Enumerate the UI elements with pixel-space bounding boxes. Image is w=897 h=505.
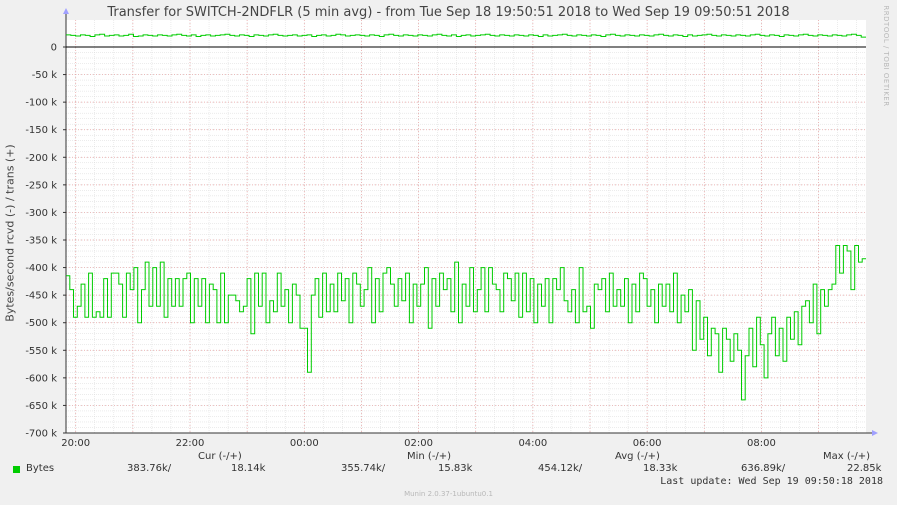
- x-tick-label: 00:00: [290, 438, 319, 449]
- x-tick-label: 04:00: [518, 438, 547, 449]
- y-tick-label: -100 k: [25, 98, 57, 109]
- x-tick-label: 22:00: [176, 438, 205, 449]
- plot-background: [66, 20, 866, 433]
- legend-min-trans: 15.83k: [438, 463, 473, 474]
- legend-min-rcvd: 355.74k/: [341, 463, 386, 474]
- legend-header-avg: Avg (-/+): [615, 451, 660, 462]
- legend-row-bytes: Bytes 383.76k/ 18.14k 355.74k/ 15.83k 45…: [0, 463, 897, 477]
- x-tick-label: 06:00: [633, 438, 662, 449]
- y-tick-label: -200 k: [25, 153, 57, 164]
- y-tick-label: 0: [51, 43, 57, 54]
- legend-max-rcvd: 636.89k/: [741, 463, 786, 474]
- series-line-rcvd: [66, 245, 866, 401]
- legend-avg-trans: 18.33k: [643, 463, 678, 474]
- legend-swatch-bytes: [13, 466, 20, 473]
- y-tick-label: -450 k: [25, 291, 57, 302]
- x-axis-arrow: [872, 430, 878, 436]
- legend-avg-rcvd: 454.12k/: [538, 463, 583, 474]
- x-tick-label: 20:00: [61, 438, 90, 449]
- y-tick-label: -550 k: [25, 346, 57, 357]
- axes: [63, 8, 878, 436]
- legend-header-min: Min (-/+): [407, 451, 452, 462]
- legend-cur-trans: 18.14k: [231, 463, 266, 474]
- legend-cur-rcvd: 383.76k/: [127, 463, 172, 474]
- y-tick-label: -300 k: [25, 208, 57, 219]
- y-tick-label: -600 k: [25, 373, 57, 384]
- legend-max-trans: 22.85k: [847, 463, 882, 474]
- x-tick-label: 02:00: [404, 438, 433, 449]
- y-tick-label: -500 k: [25, 318, 57, 329]
- x-tick-label: 08:00: [747, 438, 776, 449]
- legend-header-max: Max (-/+): [823, 451, 871, 462]
- grid: [66, 20, 866, 434]
- legend-series-name: Bytes: [26, 463, 55, 474]
- y-tick-label: -150 k: [25, 125, 57, 136]
- last-update: Last update: Wed Sep 19 09:50:18 2018: [660, 476, 883, 487]
- y-tick-label: -700 k: [25, 429, 57, 440]
- y-tick-label: -350 k: [25, 236, 57, 247]
- series-line-trans: [66, 33, 866, 38]
- series: [66, 33, 866, 401]
- y-axis-arrow: [63, 8, 69, 14]
- chart-title: Transfer for SWITCH-2NDFLR (5 min avg) -…: [107, 5, 790, 20]
- y-tick-label: -250 k: [25, 180, 57, 191]
- munin-version: Munin 2.0.37-1ubuntu0.1: [404, 490, 493, 498]
- y-tick-label: -650 k: [25, 401, 57, 412]
- tick-labels: 0 -50 k -100 k -150 k -200 k -250 k -300 k -350…: [25, 43, 776, 450]
- y-tick-label: -50 k: [32, 70, 58, 81]
- legend-header-cur: Cur (-/+): [198, 451, 242, 462]
- y-tick-label: -400 k: [25, 263, 57, 274]
